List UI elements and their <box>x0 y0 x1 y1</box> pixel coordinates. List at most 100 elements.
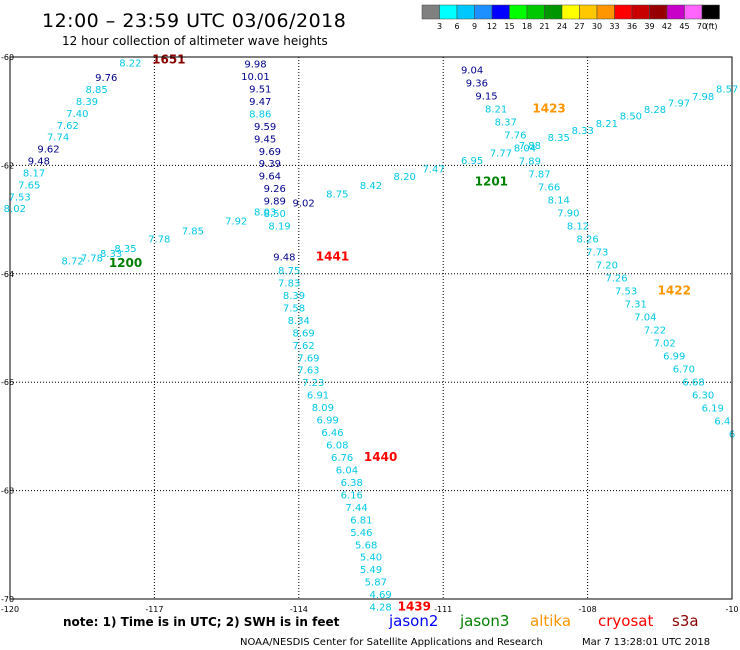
satellite-legend: jason2 jason3 altika cryosat s3a <box>388 612 699 630</box>
swh-value: 8.12 <box>567 222 589 233</box>
track-altika-1423-1422: 9.04 9.36 9.15 8.21 8.37 7.76 8.04 7.89 7.87 7.66… <box>461 65 735 440</box>
swh-value: 7.23 <box>302 378 324 389</box>
pass-time-label: 1651 <box>152 53 185 67</box>
swh-value: 8.75 <box>278 266 300 277</box>
swh-value: 7.47 <box>422 165 444 176</box>
swh-value: 6.4 <box>714 417 730 428</box>
scale-swatch <box>474 4 493 20</box>
swh-value: 7.69 <box>297 353 319 364</box>
scale-label: 36 <box>627 22 637 31</box>
scale-swatch <box>491 4 510 20</box>
swh-value: 8.04 <box>514 144 536 155</box>
swh-value: 9.39 <box>259 159 281 170</box>
swh-value: 7.66 <box>538 183 560 194</box>
track-cryosat-1439: 6.386.16 7.446.81 5.465.68 5.405.49 5.874.69… <box>341 478 392 614</box>
swh-value: 8.02 <box>4 204 26 215</box>
swh-value: 6.95 <box>461 156 483 167</box>
pass-time-label: 1422 <box>658 284 691 298</box>
axis-tick-labels: -120 -117 -114 -111 -108 -10 -60 -62 -64 -66 -68 -7… <box>1 53 739 614</box>
swh-value: 7.89 <box>519 157 541 168</box>
swh-value: 8.69 <box>292 328 314 339</box>
scale-label: 15 <box>504 22 514 31</box>
scale-swatch <box>526 4 545 20</box>
swh-value: 7.53 <box>615 287 637 298</box>
swh-color-scale: 3 6 9 12 15 18 21 24 27 30 33 36 39 42 45 70(ft) <box>421 4 720 31</box>
swh-value: 8.72 <box>61 256 83 267</box>
swh-value: 6.81 <box>350 515 372 526</box>
swh-value: 8.39 <box>76 97 98 108</box>
legend-jason2: jason2 <box>388 612 438 630</box>
swh-value: 7.58 <box>283 303 305 314</box>
lon-tick-label: -120 <box>1 605 19 614</box>
swh-value: 6.08 <box>326 441 348 452</box>
scale-label: 18 <box>522 22 532 31</box>
swh-value: 9.59 <box>254 122 276 133</box>
lat-tick-label: -66 <box>1 378 14 387</box>
map-subtitle: 12 hour collection of altimeter wave hei… <box>62 34 328 48</box>
swh-value: 8.33 <box>572 126 594 137</box>
swh-value: 6.38 <box>341 478 363 489</box>
map-plot-area: -120 -117 -114 -111 -108 -10 -60 -62 -64 -66 -68 -7… <box>1 53 739 614</box>
swh-value: 9.26 <box>264 184 286 195</box>
swh-value: 8.35 <box>548 133 570 144</box>
swh-value: 6.76 <box>331 453 353 464</box>
swh-value: 9.04 <box>461 65 483 76</box>
swh-value: 9.02 <box>292 198 314 209</box>
swh-value: 8.39 <box>283 291 305 302</box>
credit-text: NOAA/NESDIS Center for Satellite Applica… <box>240 637 543 648</box>
scale-swatch <box>596 4 615 20</box>
swh-value: 8.28 <box>644 105 666 116</box>
legend-altika: altika <box>530 612 571 630</box>
swh-value: 6.70 <box>673 365 695 376</box>
pass-time-label: 1440 <box>364 450 397 464</box>
swh-value: 6.99 <box>317 416 339 427</box>
swh-value: 9.45 <box>254 134 276 145</box>
scale-swatch <box>439 4 458 20</box>
scale-label: 27 <box>574 22 584 31</box>
timestamp-text: Mar 7 13:28:01 UTC 2018 <box>582 637 710 648</box>
lon-tick-label: -117 <box>145 605 163 614</box>
swh-value: 8.42 <box>360 181 382 192</box>
map-title: 12:00 – 23:59 UTC 03/06/2018 <box>42 10 346 32</box>
pass-time-label: 1441 <box>316 249 349 263</box>
swh-value: 6.91 <box>307 391 329 402</box>
pass-time-label: 1201 <box>475 175 508 189</box>
swh-value: 7.97 <box>668 99 690 110</box>
swh-value: 7.92 <box>225 217 247 228</box>
swh-value: 8.34 <box>288 316 310 327</box>
swh-value: 8.09 <box>312 403 334 414</box>
swh-value: 5.40 <box>360 553 382 564</box>
swh-value: 7.83 <box>278 278 300 289</box>
swh-value: 6.16 <box>341 490 363 501</box>
track-s3a-1651: 8.229.768.858.397.407.627.749.629.488.17… <box>4 58 142 215</box>
swh-value: 5.49 <box>360 565 382 576</box>
scale-label: 33 <box>609 22 619 31</box>
pass-time-label: 1423 <box>532 101 565 115</box>
pass-time-label: 1200 <box>109 256 142 270</box>
swh-value: 5.87 <box>365 578 387 589</box>
swh-value: 7.20 <box>596 261 618 272</box>
swh-value: 6.99 <box>663 352 685 363</box>
scale-label: 42 <box>662 22 672 31</box>
swh-value: 8.50 <box>264 209 286 220</box>
swh-value: 6.46 <box>321 428 343 439</box>
scale-label: 21 <box>539 22 549 31</box>
scale-swatch <box>666 4 685 20</box>
pass-time-label: 1439 <box>398 600 431 614</box>
swh-value: 8.86 <box>249 109 271 120</box>
scale-label: 6 <box>454 22 459 31</box>
swh-value: 10.01 <box>241 72 270 83</box>
swh-value: 8.17 <box>23 168 45 179</box>
swh-value: 9.64 <box>259 172 281 183</box>
swh-value: 9.98 <box>244 60 266 71</box>
swh-value: 7.62 <box>292 341 314 352</box>
swh-value: 5.68 <box>355 540 377 551</box>
scale-label: 9 <box>472 22 477 31</box>
swh-value: 6.19 <box>702 404 724 415</box>
scale-swatch <box>421 4 440 20</box>
lon-tick-label: -114 <box>290 605 308 614</box>
footer: note: 1) Time is in UTC; 2) SWH is in fe… <box>63 612 710 648</box>
scale-swatch <box>684 4 703 20</box>
swh-value: 7.53 <box>8 192 30 203</box>
